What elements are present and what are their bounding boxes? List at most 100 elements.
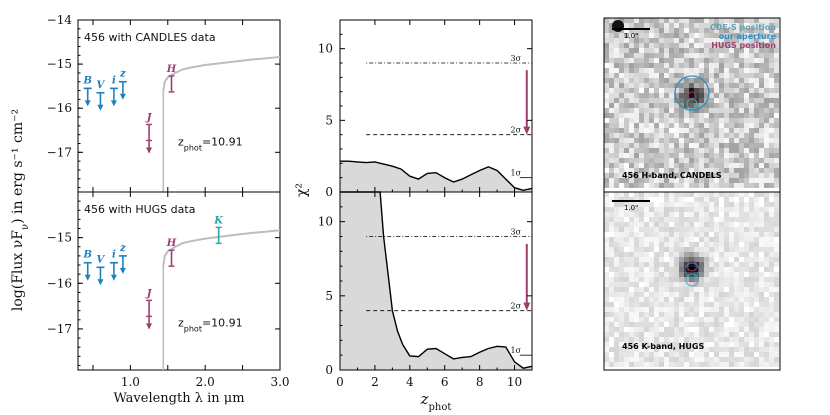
pixel — [749, 287, 754, 292]
pixel — [629, 83, 634, 88]
pixel — [644, 232, 649, 237]
pixel — [654, 302, 659, 307]
pixel — [674, 302, 679, 307]
pixel — [674, 297, 679, 302]
pixel — [629, 123, 634, 128]
pixel — [759, 262, 764, 267]
pixel — [689, 297, 694, 302]
pixel — [664, 53, 669, 58]
pixel — [649, 247, 654, 252]
pixel — [649, 68, 654, 73]
pixel — [629, 337, 634, 342]
pixel — [704, 43, 709, 48]
pixel — [614, 357, 619, 362]
pixel — [679, 242, 684, 247]
pixel — [749, 312, 754, 317]
pixel — [774, 307, 779, 312]
ytick-label: −17 — [47, 145, 72, 159]
pixel — [704, 108, 709, 113]
pixel — [664, 143, 669, 148]
pixel — [639, 322, 644, 327]
pixel — [704, 118, 709, 123]
pixel — [659, 262, 664, 267]
pixel — [654, 327, 659, 332]
pixel — [699, 88, 704, 93]
pixel — [624, 113, 629, 118]
pixel — [619, 232, 624, 237]
pixel — [664, 58, 669, 63]
pixel — [609, 43, 614, 48]
pixel — [699, 262, 704, 267]
pixel — [639, 337, 644, 342]
pixel — [764, 138, 769, 143]
pixel — [634, 53, 639, 58]
pixel — [709, 242, 714, 247]
pixel — [689, 178, 694, 183]
pixel — [654, 232, 659, 237]
pixel — [664, 168, 669, 173]
pixel — [634, 73, 639, 78]
pixel — [764, 108, 769, 113]
pixel — [664, 292, 669, 297]
pixel — [609, 33, 614, 38]
pixel — [749, 267, 754, 272]
pixel — [719, 53, 724, 58]
pixel — [709, 53, 714, 58]
pixel — [744, 33, 749, 38]
pixel — [734, 282, 739, 287]
pixel — [624, 128, 629, 133]
pixel — [749, 158, 754, 163]
pixel — [774, 153, 779, 158]
pixel — [699, 327, 704, 332]
pixel — [619, 292, 624, 297]
pixel — [609, 242, 614, 247]
pixel — [644, 362, 649, 367]
pixel — [619, 262, 624, 267]
pixel — [629, 108, 634, 113]
pixel — [614, 78, 619, 83]
pixel — [604, 317, 609, 322]
pixel — [684, 38, 689, 43]
pixel — [654, 83, 659, 88]
pixel — [734, 322, 739, 327]
pixel — [769, 28, 774, 33]
pixel — [644, 168, 649, 173]
pixel — [689, 362, 694, 367]
pixel — [744, 143, 749, 148]
pixel — [729, 242, 734, 247]
pixel — [604, 108, 609, 113]
pixel — [734, 337, 739, 342]
pixel — [619, 158, 624, 163]
pixel — [679, 312, 684, 317]
pixel — [754, 227, 759, 232]
pixel — [609, 163, 614, 168]
pixel — [689, 138, 694, 143]
pixel — [644, 183, 649, 188]
pixel — [629, 237, 634, 242]
pixel — [654, 267, 659, 272]
pixel — [734, 43, 739, 48]
pixel — [664, 222, 669, 227]
pixel — [674, 48, 679, 53]
pixel — [734, 28, 739, 33]
pixel — [749, 128, 754, 133]
pixel — [674, 18, 679, 23]
pixel — [749, 28, 754, 33]
pixel — [604, 23, 609, 28]
pixel — [729, 28, 734, 33]
pixel — [689, 168, 694, 173]
pixel — [619, 277, 624, 282]
pixel — [759, 173, 764, 178]
pixel — [769, 272, 774, 277]
pixel — [614, 93, 619, 98]
pixel — [609, 173, 614, 178]
pixel — [699, 332, 704, 337]
pixel — [649, 118, 654, 123]
pixel — [734, 158, 739, 163]
pixel — [639, 113, 644, 118]
pixel — [659, 73, 664, 78]
pixel — [629, 158, 634, 163]
pixel — [704, 153, 709, 158]
upper-limit-marker: B — [82, 75, 92, 107]
pixel — [759, 247, 764, 252]
